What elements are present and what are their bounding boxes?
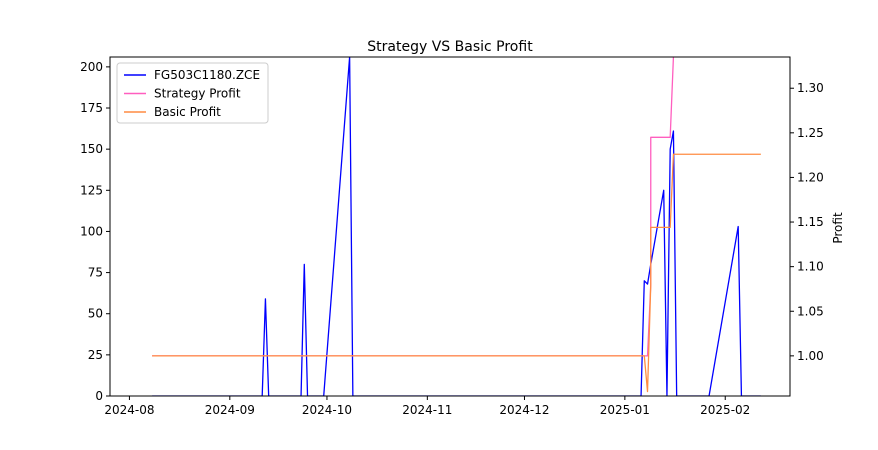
y-left-tick-label: 125 [80,183,103,197]
y-axis-right-label: Profit [831,212,845,244]
y-left-tick-label: 100 [80,224,103,238]
x-tick-label: 2024-11 [402,403,452,417]
legend-label: FG503C1180.ZCE [154,68,260,82]
y-left-tick-label: 150 [80,142,103,156]
y-right-tick-label: 1.00 [797,349,824,363]
x-tick-label: 2025-01 [600,403,650,417]
y-right-tick-label: 1.20 [797,170,824,184]
y-left-tick-label: 50 [88,307,103,321]
y-left-tick-label: 175 [80,101,103,115]
series-lines [152,57,761,396]
chart-title: Strategy VS Basic Profit [367,39,533,55]
legend: FG503C1180.ZCE Strategy Profit Basic Profi… [116,62,269,124]
plot-frame [109,56,791,397]
y-right-tick-label: 1.30 [797,81,824,95]
plot-area [109,56,791,397]
legend-box [116,62,269,124]
y-left-tick-label: 200 [80,60,103,74]
y-right-tick-label: 1.10 [797,260,824,274]
x-tick-label: 2024-12 [499,403,549,417]
x-tick-label: 2024-08 [104,403,154,417]
y-axis-right: 1.00 1.05 1.10 1.15 1.20 1.25 1.30 [790,81,824,363]
y-right-tick-label: 1.05 [797,304,824,318]
x-tick-label: 2024-10 [302,403,352,417]
y-right-tick-label: 1.25 [797,126,824,140]
y-axis-left: 0 25 50 75 100 125 150 175 200 [80,60,110,403]
series-line-basic-profit [152,153,761,393]
y-left-tick-label: 75 [88,266,103,280]
legend-label: Strategy Profit [154,87,241,101]
series-line-fg503c1180-zce [152,57,761,396]
x-tick-label: 2024-09 [205,403,255,417]
y-right-tick-label: 1.15 [797,215,824,229]
legend-label: Basic Profit [154,105,221,119]
x-axis: 2024-08 2024-09 2024-10 2024-11 2024-12 2025-… [104,396,750,417]
x-tick-label: 2025-02 [700,403,750,417]
y-left-tick-label: 25 [88,348,103,362]
y-left-tick-label: 0 [95,389,103,403]
